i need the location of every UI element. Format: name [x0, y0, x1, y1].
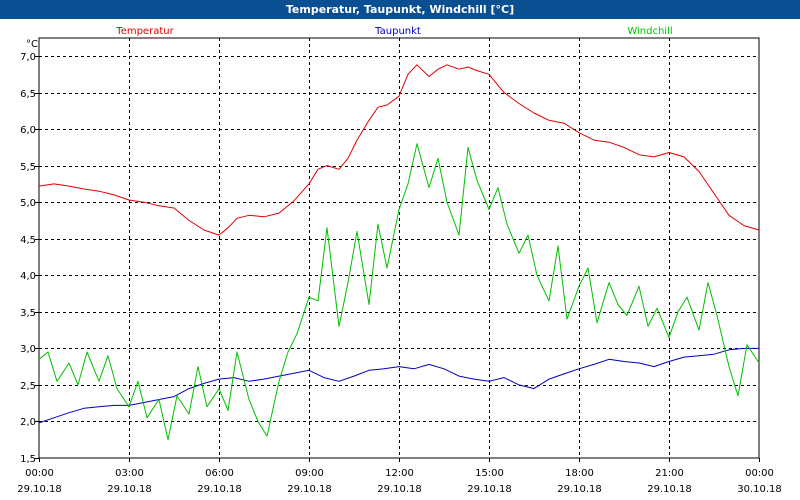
y-tick-label: 7,0 — [20, 52, 36, 63]
x-tick-time: 00:00 — [745, 468, 774, 479]
y-tick-label: 1,5 — [20, 454, 36, 465]
x-tick-date: 29.10.18 — [647, 484, 692, 495]
series-layer — [38, 64, 760, 441]
x-tick-time: 03:00 — [115, 468, 144, 479]
y-tick-label: 5,5 — [20, 162, 36, 173]
legend-temperatur: Temperatur — [115, 26, 174, 37]
x-tick-labels: 00:00 29.10.18 03:00 29.10.18 06:00 29.10.18 0… — [17, 468, 782, 495]
x-tick-time: 09:00 — [295, 468, 324, 479]
x-tick-date: 29.10.18 — [197, 484, 242, 495]
x-tick-time: 18:00 — [565, 468, 594, 479]
x-tick-date: 29.10.18 — [377, 484, 422, 495]
x-tick-date: 29.10.18 — [287, 484, 332, 495]
y-tick-label: 3,0 — [20, 344, 36, 355]
x-tick-time: 15:00 — [475, 468, 504, 479]
grid-layer — [39, 38, 759, 458]
x-tick-time: 00:00 — [25, 468, 54, 479]
legend-windchill: Windchill — [627, 26, 672, 37]
x-tick-time: 12:00 — [385, 468, 414, 479]
y-tick-label: 4,0 — [20, 271, 36, 282]
y-tick-label: 5,0 — [20, 198, 36, 209]
y-tick-label: 6,5 — [20, 89, 36, 100]
x-tick-date: 30.10.18 — [737, 484, 782, 495]
x-tick-time: 06:00 — [205, 468, 234, 479]
x-tick-date: 29.10.18 — [17, 484, 62, 495]
y-tick-label: 2,5 — [20, 381, 36, 392]
y-axis-unit: °C — [26, 39, 38, 50]
axes-layer — [35, 37, 760, 462]
x-tick-date: 29.10.18 — [557, 484, 602, 495]
legend: Temperatur Taupunkt Windchill — [115, 26, 672, 37]
series-line-windchill — [38, 143, 760, 441]
y-tick-label: 6,0 — [20, 125, 36, 136]
y-tick-label: 3,5 — [20, 308, 36, 319]
legend-taupunkt: Taupunkt — [374, 26, 421, 37]
x-tick-time: 21:00 — [655, 468, 684, 479]
y-tick-label: 4,5 — [20, 235, 36, 246]
y-tick-labels: 1,5 2,0 2,5 3,0 3,5 4,0 4,5 5,0 5,5 6,0 6,5 7,0 °C — [20, 39, 38, 465]
chart-title: Temperatur, Taupunkt, Windchill [°C] — [0, 0, 800, 19]
x-tick-date: 29.10.18 — [467, 484, 512, 495]
y-tick-label: 2,0 — [20, 417, 36, 428]
x-tick-date: 29.10.18 — [107, 484, 152, 495]
series-line-temperatur — [38, 64, 760, 236]
